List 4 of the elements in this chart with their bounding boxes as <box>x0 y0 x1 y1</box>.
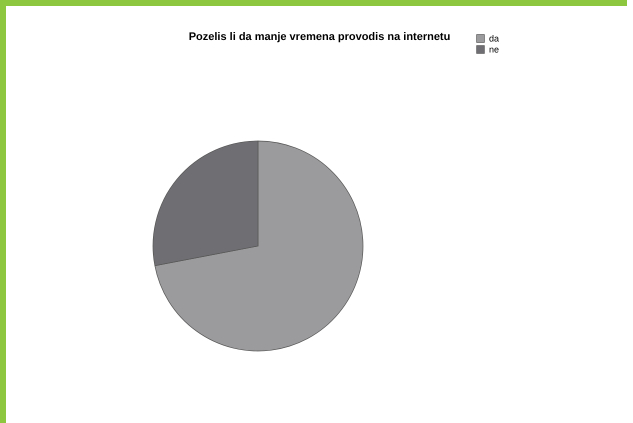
chart-title: Pozelis li da manje vremena provodis na internetu <box>188 31 450 43</box>
pie-slice <box>154 140 364 352</box>
legend-label: da <box>489 34 500 44</box>
legend-label: ne <box>489 44 500 54</box>
